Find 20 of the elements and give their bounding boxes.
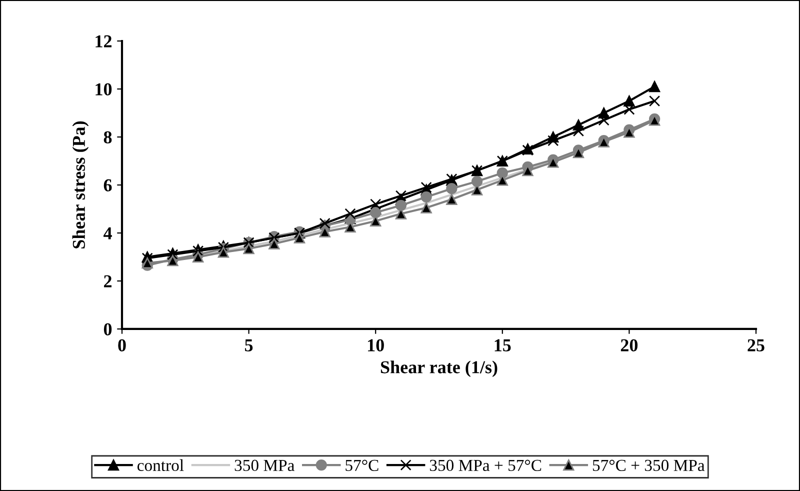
x-tick-label: 5 bbox=[245, 339, 253, 352]
x-tick-label: 15 bbox=[494, 339, 511, 352]
legend-label: control bbox=[137, 459, 184, 472]
y-tick-label: 2 bbox=[104, 275, 112, 288]
legend-label: 350 MPa bbox=[234, 460, 294, 472]
y-tick-label: 6 bbox=[104, 179, 112, 192]
legend-label: 350 MPa + 57°C bbox=[430, 460, 542, 472]
x-tick-label: 0 bbox=[118, 339, 126, 352]
y-tick-label: 8 bbox=[104, 131, 112, 144]
y-tick-label: 10 bbox=[96, 83, 112, 96]
y-tick-label: 12 bbox=[96, 35, 112, 48]
x-tick-label: 10 bbox=[368, 339, 384, 352]
legend-label: 57°C bbox=[346, 460, 378, 472]
x-tick-label: 25 bbox=[748, 339, 764, 352]
y-tick-label: 0 bbox=[104, 323, 112, 336]
legend-label: 57°C + 350 MPa bbox=[592, 460, 705, 472]
y-axis-title: Shear stress (Pa) bbox=[72, 121, 89, 248]
x-axis-title: Shear rate (1/s) bbox=[380, 360, 498, 377]
y-tick-label: 4 bbox=[104, 227, 112, 240]
x-tick-label: 20 bbox=[620, 339, 638, 352]
